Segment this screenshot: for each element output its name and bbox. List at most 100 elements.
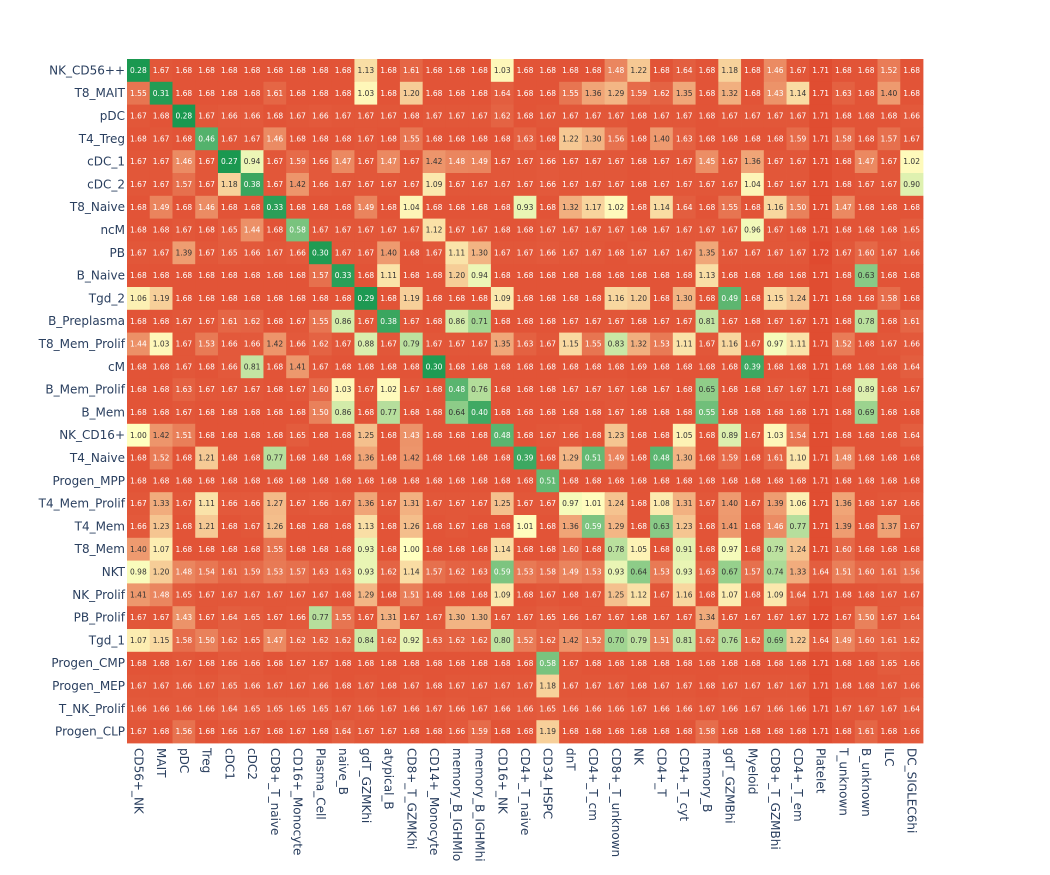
cell-value-label: 1.66 xyxy=(790,704,807,713)
cell-value-label: 0.69 xyxy=(858,408,875,417)
cell-value-label: 1.68 xyxy=(244,66,261,75)
heatmap-cell xyxy=(627,218,651,242)
cell-value-label: 1.68 xyxy=(767,408,784,417)
column-tick-label: CD4+_T_cyt xyxy=(677,748,691,821)
heatmap-cell xyxy=(195,355,219,379)
heatmap-cell xyxy=(741,697,765,721)
heatmap-cell xyxy=(854,59,878,83)
heatmap-cell xyxy=(672,309,696,333)
heatmap-cell xyxy=(832,218,856,242)
heatmap-cell xyxy=(604,150,628,174)
cell-value-label: 1.62 xyxy=(335,636,352,645)
cell-value-label: 1.54 xyxy=(790,431,807,440)
heatmap-cell xyxy=(786,446,810,470)
heatmap-cell xyxy=(286,446,310,470)
heatmap-cell xyxy=(354,423,378,447)
cell-value-label: 1.68 xyxy=(903,454,920,463)
cell-value-label: 1.67 xyxy=(539,340,556,349)
cell-value-label: 1.68 xyxy=(858,454,875,463)
cell-value-label: 1.62 xyxy=(244,317,261,326)
cell-value-label: 1.68 xyxy=(653,476,670,485)
cell-value-label: 1.68 xyxy=(630,317,647,326)
heatmap-cell xyxy=(877,401,901,425)
heatmap-cell xyxy=(741,332,765,356)
cell-value-label: 1.66 xyxy=(130,522,147,531)
cell-value-label: 1.64 xyxy=(221,613,238,622)
cell-value-label: 1.68 xyxy=(244,203,261,212)
heatmap-cell xyxy=(149,446,173,470)
cell-value-label: 1.36 xyxy=(357,499,374,508)
heatmap-cell xyxy=(331,629,355,653)
cell-value-label: 1.49 xyxy=(562,568,579,577)
cell-value-label: 1.67 xyxy=(721,317,738,326)
cell-value-label: 1.57 xyxy=(312,271,329,280)
heatmap-cell xyxy=(468,264,492,288)
heatmap-cell xyxy=(217,537,242,561)
cell-value-label: 1.68 xyxy=(494,385,511,394)
heatmap-cell xyxy=(331,583,355,607)
cell-value-label: 1.68 xyxy=(153,476,170,485)
cell-value-label: 1.67 xyxy=(744,682,761,691)
heatmap-cell xyxy=(217,127,242,151)
heatmap-cell xyxy=(604,515,628,539)
heatmap-cell xyxy=(490,309,515,333)
heatmap-cell xyxy=(399,218,424,242)
heatmap-cell xyxy=(422,150,446,174)
heatmap-cell xyxy=(240,606,264,630)
cell-value-label: 0.94 xyxy=(244,157,261,166)
cell-value-label: 1.68 xyxy=(539,362,556,371)
cell-value-label: 1.62 xyxy=(312,636,329,645)
heatmap-cell xyxy=(627,309,651,333)
heatmap-cell xyxy=(263,720,287,744)
cell-value-label: 1.68 xyxy=(221,271,238,280)
cell-value-label: 1.56 xyxy=(176,727,193,736)
cell-value-label: 1.68 xyxy=(426,66,443,75)
cell-value-label: 1.11 xyxy=(676,340,693,349)
heatmap-cell xyxy=(377,309,401,333)
cell-value-label: 0.96 xyxy=(744,226,761,235)
heatmap-cell xyxy=(422,401,446,425)
cell-value-label: 1.66 xyxy=(289,340,306,349)
heatmap-cell xyxy=(445,81,469,105)
heatmap-cell xyxy=(786,173,810,197)
heatmap-cell xyxy=(217,378,242,402)
heatmap-cell xyxy=(718,378,742,402)
cell-value-label: 1.67 xyxy=(539,431,556,440)
cell-value-label: 1.67 xyxy=(176,317,193,326)
heatmap-cell xyxy=(422,241,446,265)
heatmap-cell xyxy=(581,492,605,516)
cell-value-label: 1.14 xyxy=(403,568,420,577)
cell-value-label: 1.65 xyxy=(244,704,261,713)
cell-value-label: 1.68 xyxy=(744,317,761,326)
heatmap-cell xyxy=(672,560,696,584)
cell-value-label: 1.30 xyxy=(676,294,693,303)
cell-value-label: 1.68 xyxy=(790,476,807,485)
heatmap-cell xyxy=(900,469,924,493)
heatmap-cell xyxy=(354,515,378,539)
heatmap-cell xyxy=(490,537,515,561)
column-tick-label: CD4+_T_em xyxy=(791,748,805,822)
cell-value-label: 1.61 xyxy=(881,568,898,577)
heatmap-cell xyxy=(217,150,242,174)
heatmap-cell xyxy=(286,150,310,174)
cell-value-label: 1.71 xyxy=(812,271,829,280)
cell-value-label: 1.67 xyxy=(448,226,465,235)
heatmap-cell xyxy=(672,423,696,447)
heatmap-cell xyxy=(718,104,742,128)
heatmap-cell xyxy=(559,287,583,311)
heatmap-cell xyxy=(832,720,856,744)
heatmap-cell xyxy=(195,423,219,447)
row-tick-label: NK_CD16+ xyxy=(59,428,125,442)
cell-value-label: 1.68 xyxy=(858,134,875,143)
cell-value-label: 1.30 xyxy=(471,248,488,257)
heatmap-cell xyxy=(832,697,856,721)
heatmap-cell xyxy=(422,264,446,288)
cell-value-label: 1.68 xyxy=(244,408,261,417)
heatmap-cell xyxy=(695,674,719,698)
heatmap-cell xyxy=(900,583,924,607)
heatmap-cell xyxy=(195,104,219,128)
heatmap-cell xyxy=(809,150,833,174)
cell-value-label: 1.68 xyxy=(266,408,283,417)
heatmap-cell xyxy=(468,127,492,151)
cell-value-label: 1.67 xyxy=(403,157,420,166)
